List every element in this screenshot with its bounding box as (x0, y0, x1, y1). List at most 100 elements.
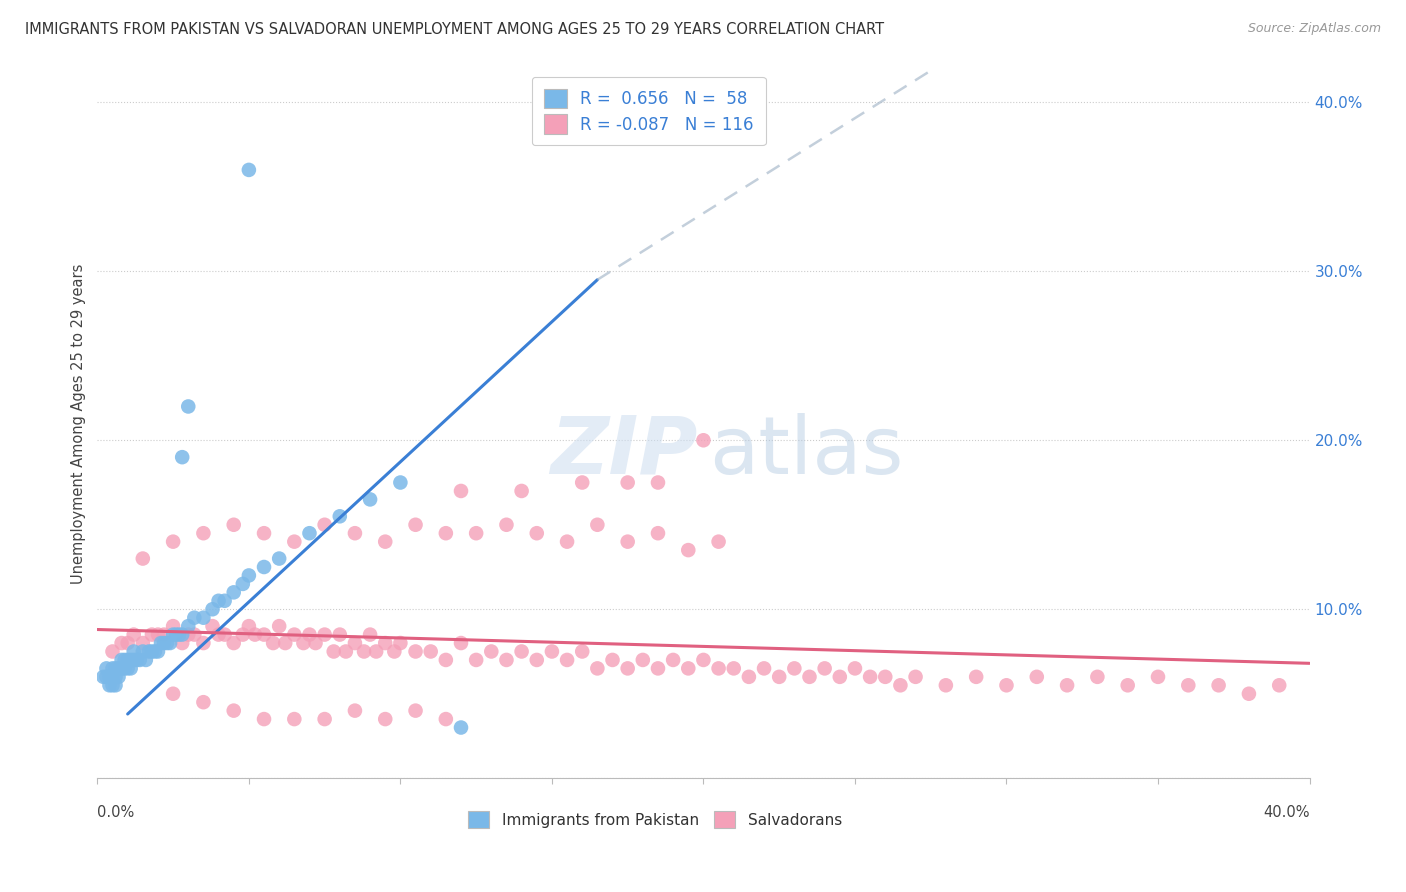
Point (172, 627, 194, 641)
Point (98, 678, 121, 692)
Point (586, 661, 609, 675)
Point (389, 475, 412, 490)
Point (101, 644, 124, 658)
Point (859, 670, 882, 684)
Point (343, 704, 366, 718)
Point (214, 627, 236, 641)
Legend: Immigrants from Pakistan, Salvadorans: Immigrants from Pakistan, Salvadorans (463, 805, 848, 834)
Point (510, 644, 533, 658)
Point (783, 661, 806, 675)
Point (298, 526, 321, 541)
Point (167, 627, 190, 641)
Point (374, 534, 396, 549)
Point (479, 644, 502, 658)
Point (541, 644, 564, 658)
Point (122, 653, 145, 667)
Point (101, 670, 124, 684)
Point (526, 653, 548, 667)
Point (555, 534, 578, 549)
Point (799, 670, 821, 684)
Point (283, 534, 305, 549)
Point (165, 627, 187, 641)
Point (193, 610, 215, 624)
Point (104, 670, 127, 684)
Point (141, 627, 163, 641)
Point (647, 475, 669, 490)
Point (104, 678, 127, 692)
Point (434, 526, 457, 541)
Point (135, 653, 157, 667)
Point (162, 687, 184, 701)
Point (283, 627, 305, 641)
Point (269, 551, 291, 566)
Point (510, 483, 533, 498)
Point (450, 636, 472, 650)
Point (304, 636, 326, 650)
Point (132, 644, 155, 658)
Point (405, 704, 427, 718)
Point (207, 594, 229, 608)
Y-axis label: Unemployment Among Ages 25 to 29 years: Unemployment Among Ages 25 to 29 years (72, 263, 86, 583)
Point (904, 670, 927, 684)
Point (162, 534, 184, 549)
Point (768, 670, 790, 684)
Point (1237, 687, 1260, 701)
Point (405, 517, 427, 532)
Point (935, 678, 957, 692)
Point (752, 661, 775, 675)
Point (314, 712, 336, 726)
Point (117, 661, 139, 675)
Point (571, 475, 593, 490)
Point (214, 594, 236, 608)
Point (128, 653, 150, 667)
Point (707, 534, 730, 549)
Point (602, 653, 624, 667)
Point (162, 619, 184, 633)
Point (201, 619, 224, 633)
Point (150, 636, 173, 650)
Point (172, 636, 194, 650)
Point (201, 602, 224, 616)
Point (104, 661, 127, 675)
Point (193, 526, 215, 541)
Point (101, 661, 124, 675)
Point (382, 644, 405, 658)
Point (96, 670, 118, 684)
Point (343, 636, 366, 650)
Point (156, 636, 179, 650)
Point (1147, 670, 1170, 684)
Point (329, 627, 352, 641)
Point (631, 653, 654, 667)
Point (132, 551, 155, 566)
Point (125, 653, 148, 667)
Point (243, 627, 266, 641)
Point (183, 610, 205, 624)
Point (586, 517, 609, 532)
Point (120, 653, 142, 667)
Point (662, 653, 685, 667)
Point (132, 636, 155, 650)
Point (616, 475, 638, 490)
Point (571, 644, 593, 658)
Point (177, 627, 200, 641)
Point (1056, 678, 1078, 692)
Point (172, 450, 194, 465)
Point (495, 653, 517, 667)
Point (405, 644, 427, 658)
Point (162, 627, 184, 641)
Point (222, 585, 245, 599)
Point (193, 695, 215, 709)
Point (965, 670, 987, 684)
Point (738, 670, 761, 684)
Point (138, 644, 160, 658)
Point (274, 636, 297, 650)
Point (292, 636, 315, 650)
Point (647, 661, 669, 675)
Point (207, 627, 229, 641)
Point (101, 678, 124, 692)
Point (153, 636, 176, 650)
Point (678, 543, 700, 558)
Point (238, 162, 260, 177)
Point (616, 661, 638, 675)
Point (262, 636, 284, 650)
